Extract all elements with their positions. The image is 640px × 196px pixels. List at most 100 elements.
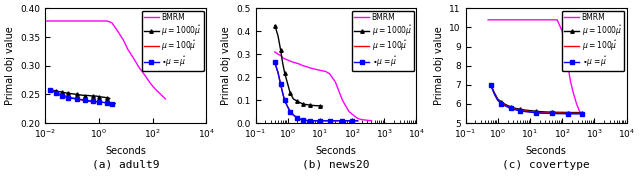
$\mu = 100\hat{\mu}$ [348,120,356,122]
Line: $\bullet\mu = \hat{\mu}$: $\bullet\mu = \hat{\mu}$ [489,83,583,116]
BMRM [570,91,577,94]
$\mu = 1000\hat{\mu}$ [294,100,301,103]
BMRM [281,58,289,60]
$\bullet\mu = \hat{\mu}$ [73,98,81,100]
BMRM [274,53,282,55]
BMRM [311,68,319,70]
$\bullet\mu = \hat{\mu}$ [279,92,287,94]
$\bullet\mu = \hat{\mu}$ [541,112,549,114]
$\mu = 100\hat{\mu}$ [578,112,586,114]
BMRM [573,103,580,105]
BMRM [516,19,524,21]
$\bullet\mu = \hat{\mu}$ [297,118,305,121]
$\mu = 1000\hat{\mu}$ [536,110,543,113]
$\mu = 100\hat{\mu}$ [491,93,499,95]
$\bullet\mu = \hat{\mu}$ [89,100,97,103]
Line: BMRM: BMRM [275,52,371,121]
$\bullet\mu = \hat{\mu}$ [322,120,330,122]
Line: $\mu = 1000\hat{\mu}$: $\mu = 1000\hat{\mu}$ [489,83,583,114]
$\bullet\mu = \hat{\mu}$ [348,120,356,122]
$\bullet\mu = \hat{\mu}$ [564,113,572,115]
$\mu = 1000\hat{\mu}$ [578,111,586,114]
Text: (a) adult9: (a) adult9 [92,160,159,170]
$\mu = 100\hat{\mu}$ [498,102,506,104]
$\bullet\mu = \hat{\mu}$ [494,99,502,102]
$\mu = 100\hat{\mu}$ [60,94,68,97]
BMRM [141,74,148,76]
BMRM [81,20,89,22]
$\mu = 1000\hat{\mu}$ [84,94,92,97]
$\bullet\mu = \hat{\mu}$ [332,120,339,122]
BMRM [108,22,116,24]
$\mu = 100\hat{\mu}$ [487,84,495,86]
BMRM [297,63,305,66]
$\mu = 100\hat{\mu}$ [345,120,353,122]
$\mu = 1000\hat{\mu}$ [54,90,62,93]
Line: $\bullet\mu = \hat{\mu}$: $\bullet\mu = \hat{\mu}$ [273,61,360,122]
BMRM [103,20,111,22]
$\mu = 100\hat{\mu}$ [504,105,511,108]
$\mu = 100\hat{\mu}$ [526,110,534,113]
BMRM [120,39,127,41]
$\mu = 1000\hat{\mu}$ [568,111,576,114]
$\mu = 1000\hat{\mu}$ [507,106,515,108]
$\bullet\mu = \hat{\mu}$ [354,120,362,122]
Line: $\bullet\mu = \hat{\mu}$: $\bullet\mu = \hat{\mu}$ [49,88,117,105]
BMRM [157,93,164,95]
BMRM [87,20,95,22]
$\mu = 1000\hat{\mu}$ [521,109,529,111]
$\mu = 1000\hat{\mu}$ [271,24,279,27]
$\bullet\mu = \hat{\mu}$ [507,107,515,110]
$\bullet\mu = \hat{\mu}$ [281,99,289,101]
BMRM [70,20,78,22]
$\bullet\mu = \hat{\mu}$ [498,102,506,105]
$\bullet\mu = \hat{\mu}$ [289,114,297,116]
$\bullet\mu = \hat{\mu}$ [568,113,576,115]
$\mu = 100\hat{\mu}$ [279,92,287,94]
$\mu = 1000\hat{\mu}$ [76,94,84,96]
BMRM [307,67,314,69]
$\bullet\mu = \hat{\mu}$ [345,120,353,122]
$\mu = 100\hat{\mu}$ [46,89,54,91]
$\bullet\mu = \hat{\mu}$ [516,110,524,112]
$\bullet\mu = \hat{\mu}$ [100,101,108,103]
$\mu = 100\hat{\mu}$ [64,95,72,98]
BMRM [351,115,358,117]
$\bullet\mu = \hat{\mu}$ [274,71,282,74]
$\mu = 100\hat{\mu}$ [548,112,556,114]
$\bullet\mu = \hat{\mu}$ [284,106,292,108]
$\mu = 1000\hat{\mu}$ [303,103,311,106]
$\mu = 100\hat{\mu}$ [322,120,330,122]
BMRM [326,73,333,75]
$\bullet\mu = \hat{\mu}$ [573,113,581,115]
BMRM [289,61,297,64]
BMRM [303,66,311,68]
$\mu = 100\hat{\mu}$ [68,97,76,99]
BMRM [276,54,284,57]
$\mu = 1000\hat{\mu}$ [95,95,103,98]
BMRM [54,20,62,22]
$\mu = 100\hat{\mu}$ [532,111,540,113]
BMRM [76,20,84,22]
$\mu = 100\hat{\mu}$ [76,98,84,101]
$\mu = 100\hat{\mu}$ [509,108,517,110]
BMRM [93,20,100,22]
$\bullet\mu = \hat{\mu}$ [276,83,284,85]
$\mu = 1000\hat{\mu}$ [500,103,508,105]
BMRM [564,64,572,67]
$\bullet\mu = \hat{\mu}$ [532,112,540,114]
$\bullet\mu = \hat{\mu}$ [108,102,116,105]
$\mu = 1000\hat{\mu}$ [509,107,517,109]
$\bullet\mu = \hat{\mu}$ [526,111,534,113]
BMRM [500,19,508,21]
BMRM [294,62,301,65]
$\mu = 100\hat{\mu}$ [513,109,521,111]
$\mu = 100\hat{\mu}$ [311,120,319,122]
$\bullet\mu = \hat{\mu}$ [81,99,89,101]
$\mu = 1000\hat{\mu}$ [289,98,297,100]
$\mu = 100\hat{\mu}$ [294,117,301,119]
$\mu = 1000\hat{\mu}$ [93,95,100,97]
BMRM [345,110,353,113]
X-axis label: Seconds: Seconds [106,146,147,156]
$\bullet\mu = \hat{\mu}$ [76,98,84,101]
